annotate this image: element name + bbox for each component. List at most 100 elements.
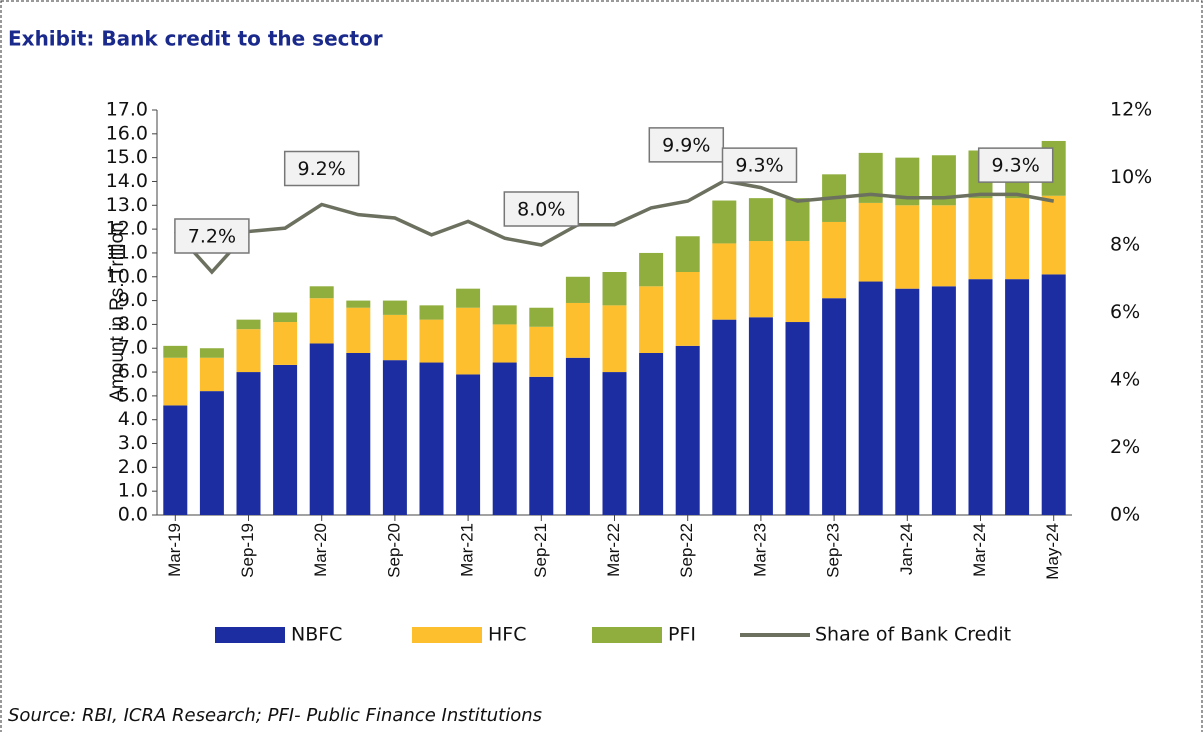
bar-segment bbox=[346, 353, 371, 515]
y-tick-label: 11.0 bbox=[106, 241, 148, 263]
y-tick-label: 0.0 bbox=[118, 504, 148, 526]
bar-segment bbox=[456, 374, 481, 515]
data-label-text: 7.2% bbox=[188, 226, 236, 248]
x-tick-label: Sep-23 bbox=[824, 523, 843, 578]
y-tick-label: 9.0 bbox=[118, 289, 148, 311]
y-tick-label: 6.0 bbox=[118, 361, 148, 383]
bar-segment bbox=[382, 314, 407, 361]
x-tick-label: Mar-22 bbox=[604, 523, 623, 577]
bar-segment bbox=[858, 281, 883, 515]
bar-segment bbox=[273, 322, 298, 365]
data-label-box bbox=[174, 218, 250, 254]
y-tick-label: 3.0 bbox=[118, 432, 148, 454]
bar-segment bbox=[675, 236, 700, 272]
y-tick-label: 14.0 bbox=[106, 170, 148, 192]
bar-segment bbox=[492, 324, 517, 363]
y2-tick-label: 10% bbox=[1110, 166, 1152, 188]
data-label-box bbox=[503, 191, 580, 227]
y2-tick-label: 0% bbox=[1110, 504, 1140, 526]
legend-swatch bbox=[592, 627, 662, 643]
x-tick-label: Sep-21 bbox=[531, 523, 550, 578]
y-tick-label: 16.0 bbox=[106, 122, 148, 144]
bar-segment bbox=[565, 302, 590, 358]
bar-segment bbox=[895, 288, 920, 515]
legend-swatch bbox=[215, 627, 285, 643]
bar-segment bbox=[748, 198, 773, 242]
bar-segment bbox=[419, 305, 444, 320]
bar-segment bbox=[748, 241, 773, 318]
bar-segment bbox=[492, 305, 517, 325]
data-label-text: 9.9% bbox=[662, 134, 710, 156]
bar-segment bbox=[236, 372, 261, 515]
bar-segment bbox=[785, 198, 810, 242]
y-tick-label: 13.0 bbox=[106, 194, 148, 216]
bar-segment bbox=[529, 376, 554, 515]
bar-segment bbox=[931, 286, 956, 515]
bar-segment bbox=[639, 353, 664, 515]
y-tick-label: 17.0 bbox=[106, 99, 148, 121]
bar-segment bbox=[1041, 195, 1066, 275]
bar-segment bbox=[346, 307, 371, 353]
y-tick-label: 1.0 bbox=[118, 480, 148, 502]
data-label-box bbox=[721, 147, 798, 183]
bar-segment bbox=[346, 300, 371, 308]
bar-segment bbox=[895, 205, 920, 289]
y-tick-label: 4.0 bbox=[118, 408, 148, 430]
bar-segment bbox=[456, 288, 481, 308]
chart-title: Exhibit: Bank credit to the sector bbox=[8, 27, 383, 51]
bar-segment bbox=[1041, 274, 1066, 515]
bar-segment bbox=[236, 319, 261, 330]
data-label: 9.9% bbox=[648, 127, 725, 163]
y-tick-label: 2.0 bbox=[118, 456, 148, 478]
y2-tick-label: 4% bbox=[1110, 369, 1140, 391]
legend-swatch bbox=[412, 627, 482, 643]
bar-segment bbox=[822, 298, 847, 515]
bar-segment bbox=[785, 322, 810, 515]
bar-segment bbox=[968, 198, 993, 280]
bar-segment bbox=[199, 357, 224, 392]
bar-segment bbox=[419, 362, 444, 515]
bar-segment bbox=[748, 317, 773, 515]
bar-segment bbox=[565, 276, 590, 303]
bar-segment bbox=[199, 348, 224, 358]
bar-segment bbox=[931, 205, 956, 287]
data-label-text: 9.3% bbox=[992, 155, 1040, 177]
bar-segment bbox=[273, 312, 298, 323]
y-axis-title: Amount in Rs. Trillion bbox=[107, 222, 128, 402]
bar-segment bbox=[199, 391, 224, 515]
data-label-box bbox=[283, 150, 360, 187]
bar-segment bbox=[309, 343, 334, 515]
y2-tick-label: 6% bbox=[1110, 301, 1140, 323]
data-label: 7.2% bbox=[174, 218, 250, 254]
legend-label: Share of Bank Credit bbox=[815, 624, 1011, 646]
y2-tick-label: 8% bbox=[1110, 234, 1140, 256]
data-label-box bbox=[977, 147, 1054, 183]
bar-segment bbox=[712, 319, 737, 515]
bar-segment bbox=[602, 372, 627, 515]
y-tick-label: 12.0 bbox=[106, 218, 148, 240]
bar-segment bbox=[382, 360, 407, 515]
bar-segment bbox=[236, 329, 261, 373]
source-note: Source: RBI, ICRA Research; PFI- Public … bbox=[8, 705, 542, 726]
bar-segment bbox=[602, 272, 627, 306]
x-tick-label: Mar-19 bbox=[165, 523, 184, 577]
bar-segment bbox=[968, 279, 993, 515]
data-label-text: 9.2% bbox=[298, 158, 346, 180]
share-line bbox=[174, 179, 1055, 275]
y-tick-label: 8.0 bbox=[118, 313, 148, 335]
data-label: 9.2% bbox=[283, 150, 360, 187]
bar-segment bbox=[858, 202, 883, 282]
bar-segment bbox=[273, 364, 298, 515]
y2-tick-label: 2% bbox=[1110, 436, 1140, 458]
bar-segment bbox=[309, 286, 334, 299]
y-tick-label: 10.0 bbox=[106, 265, 148, 287]
legend-label: HFC bbox=[488, 624, 526, 646]
bar-segment bbox=[822, 221, 847, 299]
bar-segment bbox=[639, 252, 664, 287]
bar-segment bbox=[785, 241, 810, 323]
bar-segment bbox=[309, 298, 334, 344]
x-tick-label: May-24 bbox=[1043, 523, 1062, 580]
x-tick-label: Mar-21 bbox=[458, 523, 477, 577]
